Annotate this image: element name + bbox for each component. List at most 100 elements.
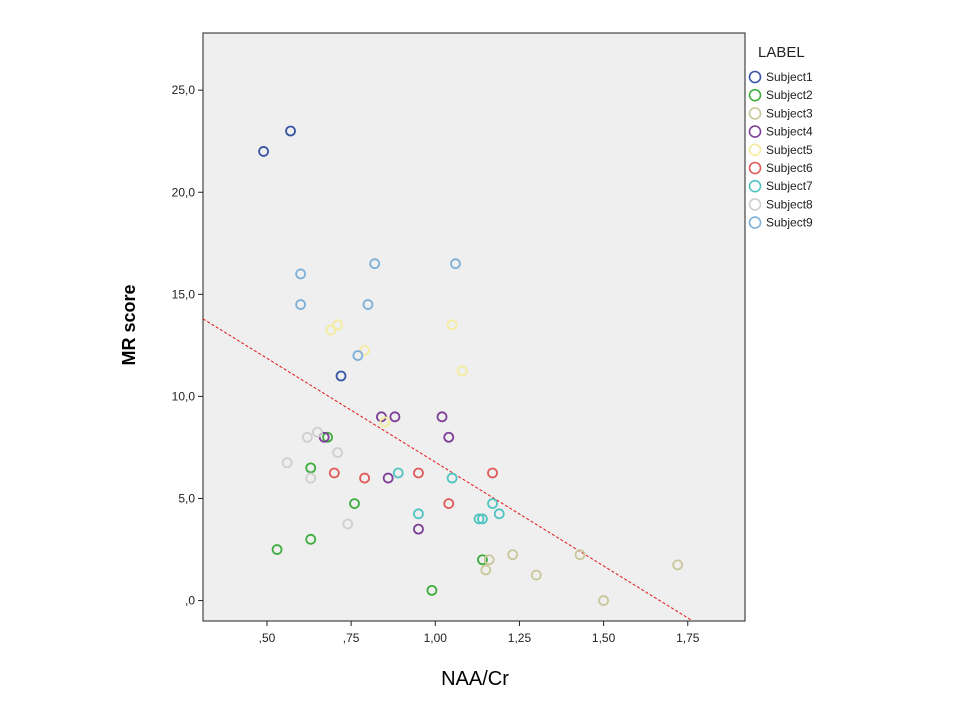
series-subject8 (281, 426, 354, 530)
legend-item: Subject7 (748, 179, 813, 193)
data-point (413, 508, 424, 520)
legend-marker (748, 107, 762, 120)
legend-item: Subject9 (748, 216, 813, 230)
x-tick-label: 1,00 (424, 631, 448, 645)
data-point (477, 513, 488, 525)
data-point (359, 472, 370, 484)
x-tick-label: 1,25 (508, 631, 532, 645)
data-point (342, 518, 354, 530)
data-point (487, 467, 498, 479)
legend-item: Subject3 (748, 106, 813, 120)
data-point (389, 411, 401, 423)
legend-item: Subject8 (748, 197, 813, 211)
legend-marker (748, 143, 762, 157)
data-point (450, 258, 461, 270)
series-subject3 (480, 549, 684, 606)
x-axis: ,50 ,75 1,00 1,25 1,50 1,75 (259, 621, 700, 645)
x-tick-label: ,75 (343, 631, 360, 645)
data-point (477, 554, 488, 566)
y-tick-label: 10,0 (172, 389, 196, 403)
data-point (473, 513, 485, 525)
legend-marker (748, 88, 762, 102)
data-point (305, 462, 317, 474)
data-point (362, 299, 374, 310)
series-subject7 (392, 467, 505, 525)
data-point (456, 365, 468, 377)
data-point (530, 569, 542, 581)
data-point (392, 467, 404, 479)
data-point (493, 508, 505, 520)
data-point (305, 472, 317, 484)
data-point (325, 324, 337, 336)
data-point (443, 431, 455, 443)
legend-label: Subject8 (766, 197, 813, 211)
data-point (295, 299, 307, 310)
data-point (507, 549, 519, 561)
legend-item: Subject5 (748, 143, 813, 157)
legend-label: Subject6 (766, 161, 813, 175)
series-subject5 (325, 319, 468, 428)
legend-item: Subject2 (748, 88, 813, 102)
legend-label: Subject7 (766, 179, 813, 193)
legend: LABEL Subject1 Subject2 Subject3 Subject4 Su… (748, 44, 813, 230)
legend-title: LABEL (758, 44, 805, 61)
data-point (436, 411, 448, 423)
data-point (322, 431, 333, 443)
legend-marker (748, 70, 762, 84)
data-point (598, 595, 610, 606)
data-point (446, 319, 458, 331)
x-tick-label: 1,50 (592, 631, 616, 645)
legend-item: Subject1 (748, 70, 813, 84)
data-point (382, 472, 394, 484)
series-subject1 (258, 125, 347, 382)
legend-marker (748, 161, 762, 175)
series-subject4 (318, 411, 455, 535)
data-point (443, 498, 455, 510)
fit-line-layer (202, 318, 692, 621)
data-point (271, 544, 283, 555)
y-axis-title: MR score (119, 284, 139, 365)
y-axis: ,0 5,0 10,0 15,0 20,0 25,0 (172, 83, 203, 608)
y-tick-label: 25,0 (172, 83, 196, 97)
plot-area (202, 32, 746, 622)
series-subject6 (328, 467, 498, 510)
legend-label: Subject2 (766, 88, 813, 102)
data-point (413, 523, 424, 535)
data-point (258, 146, 269, 157)
data-point (413, 467, 424, 479)
data-point (349, 498, 360, 510)
legend-marker (748, 198, 762, 211)
data-point (426, 584, 438, 596)
data-point (332, 319, 344, 331)
data-point (483, 554, 495, 566)
y-tick-label: 20,0 (172, 185, 196, 199)
legend-item: Subject4 (748, 125, 813, 139)
data-point (369, 258, 381, 270)
legend-marker (748, 179, 762, 193)
data-point (480, 564, 492, 576)
data-point (359, 345, 370, 356)
data-point (295, 268, 307, 280)
data-point (328, 467, 340, 479)
legend-marker (748, 125, 762, 138)
data-point (352, 350, 364, 361)
legend-item: Subject6 (748, 161, 813, 175)
data-point (487, 498, 498, 510)
fit-line (202, 318, 692, 621)
legend-label: Subject3 (766, 106, 813, 120)
legend-label: Subject9 (766, 216, 813, 230)
data-points (258, 125, 684, 606)
series-subject9 (295, 258, 461, 361)
data-point (281, 457, 293, 469)
x-tick-label: ,50 (259, 631, 276, 645)
y-tick-label: 15,0 (172, 287, 196, 301)
series-subject2 (271, 431, 488, 596)
data-point (574, 549, 586, 561)
data-point (672, 559, 684, 571)
data-point (335, 370, 347, 382)
data-point (446, 472, 458, 484)
legend-label: Subject4 (766, 125, 813, 139)
data-point (301, 431, 313, 443)
data-point (379, 416, 391, 428)
